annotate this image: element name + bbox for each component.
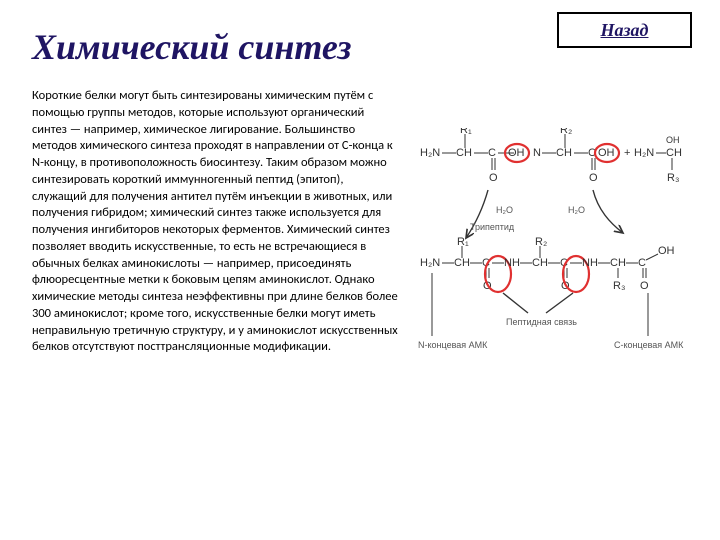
slide: Назад Химический синтез Короткие белки м… [0, 0, 720, 540]
b-r2: R₂ [535, 236, 547, 248]
b-r3: R₃ [613, 280, 625, 292]
tripeptide-label: Трипептид [470, 222, 515, 232]
atom-n: N [533, 147, 541, 159]
atom-oh2: OH [598, 147, 615, 159]
water-1: H₂O [496, 205, 513, 215]
b-nh2b: NH [582, 257, 598, 269]
peptide-bond-label: Пептидная связь [506, 317, 577, 327]
c-terminal-label: C-концевая АМК [614, 340, 684, 350]
atom-o2: O [589, 172, 598, 184]
atom-ch3top: CH [666, 147, 682, 159]
content-row: Короткие белки могут быть синтезированы … [32, 88, 692, 358]
r2-top: R₂ [560, 128, 572, 136]
atom-nh2: H₂N [420, 147, 440, 159]
b-o3: O [640, 280, 649, 292]
b-oh: OH [658, 245, 675, 257]
b-nh2: H₂N [420, 257, 440, 269]
b-c3: C [638, 257, 646, 269]
n-terminal-label: N-концевая АМК [418, 340, 488, 350]
back-button[interactable]: Назад [557, 12, 692, 48]
diagram-container: H₂N CH R₁ C O OH N CH R₂ C [414, 88, 692, 358]
water-2: H₂O [568, 205, 585, 215]
b-r1: R₁ [457, 236, 469, 248]
r3-top: R₃ [667, 172, 679, 184]
r1-top: R₁ [460, 128, 472, 136]
atom-o: O [489, 172, 498, 184]
b-ch1: CH [454, 257, 470, 269]
atom-nh2b: H₂N [634, 147, 654, 159]
chemistry-diagram: H₂N CH R₁ C O OH N CH R₂ C [418, 128, 688, 358]
back-button-label: Назад [601, 20, 649, 41]
atom-c: C [488, 147, 496, 159]
atom-oh: OH [508, 147, 525, 159]
b-nh1: NH [504, 257, 520, 269]
page-title: Химический синтез [32, 26, 351, 68]
body-text: Короткие белки могут быть синтезированы … [32, 88, 400, 358]
atom-ch: CH [456, 147, 472, 159]
b-ch2: CH [532, 257, 548, 269]
plus-sign: + [624, 147, 630, 159]
c-ooh: OH [666, 135, 680, 145]
b-ch3: CH [610, 257, 626, 269]
atom-ch2: CH [556, 147, 572, 159]
